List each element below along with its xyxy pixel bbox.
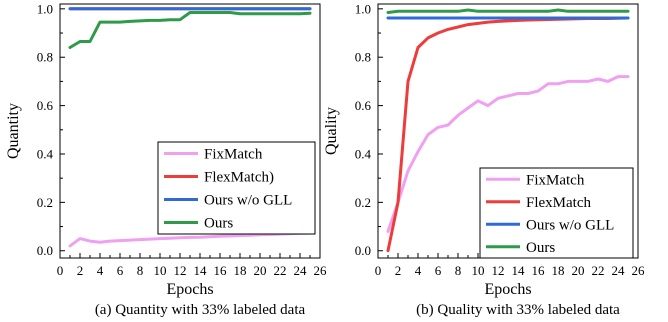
y-tick-label: 0.6 bbox=[37, 98, 54, 113]
x-tick-label: 12 bbox=[174, 263, 187, 278]
x-tick-label: 8 bbox=[455, 263, 462, 278]
series-line-4 bbox=[68, 11, 312, 49]
legend-entry: FlexMatch) bbox=[204, 170, 274, 186]
x-tick-label: 4 bbox=[97, 263, 104, 278]
x-tick-label: 2 bbox=[77, 263, 84, 278]
legend-box bbox=[479, 167, 634, 259]
y-tick-label: 0.0 bbox=[355, 243, 371, 258]
chart-panel-2: 0 2 4 6 8 10 12 14 16 18 20 22 24 260.00.20.40.60.81.… bbox=[323, 1, 645, 318]
x-tick-label: 14 bbox=[194, 263, 208, 278]
y-tick-label: 0.8 bbox=[355, 50, 371, 65]
x-tick-label: 20 bbox=[254, 263, 267, 278]
x-tick-label: 20 bbox=[572, 263, 585, 278]
y-axis-label: Quality bbox=[323, 107, 340, 155]
x-tick-label: 22 bbox=[592, 263, 605, 278]
series-line-1 bbox=[386, 75, 630, 233]
x-tick-label: 12 bbox=[492, 263, 505, 278]
legend-entry: FixMatch bbox=[526, 172, 585, 188]
y-tick-label: 0.2 bbox=[37, 195, 53, 210]
x-tick-label: 26 bbox=[632, 263, 646, 278]
legend-entry: Ours w/o GLL bbox=[526, 217, 614, 233]
x-tick-label: 6 bbox=[117, 263, 124, 278]
legend-entry: Ours bbox=[204, 216, 233, 232]
y-axis-label: Quantity bbox=[5, 103, 22, 159]
legend: FixMatch FlexMatch Ours w/o GLL Ours bbox=[479, 167, 634, 259]
y-tick-label: 0.6 bbox=[355, 98, 372, 113]
y-tick-label: 1.0 bbox=[355, 1, 371, 16]
x-tick-label: 6 bbox=[435, 263, 442, 278]
y-tick-label: 0.4 bbox=[37, 146, 54, 161]
legend-entry: Ours w/o GLL bbox=[204, 193, 292, 209]
x-tick-label: 18 bbox=[234, 263, 247, 278]
legend-entry: FlexMatch bbox=[526, 195, 591, 211]
x-tick-label: 26 bbox=[314, 263, 328, 278]
x-tick-label: 0 bbox=[375, 263, 382, 278]
series-line-1 bbox=[68, 231, 312, 248]
panel-caption: (b) Quality with 33% labeled data bbox=[416, 302, 620, 318]
x-tick-label: 2 bbox=[395, 263, 402, 278]
x-tick-label: 18 bbox=[552, 263, 565, 278]
x-tick-label: 0 bbox=[57, 263, 64, 278]
x-tick-label: 22 bbox=[274, 263, 287, 278]
y-tick-label: 0.4 bbox=[355, 146, 372, 161]
legend-entry: Ours bbox=[526, 240, 555, 256]
x-tick-label: 4 bbox=[415, 263, 422, 278]
x-tick-label: 10 bbox=[154, 263, 167, 278]
x-tick-label: 24 bbox=[612, 263, 626, 278]
x-tick-label: 16 bbox=[214, 263, 228, 278]
x-tick-label: 14 bbox=[512, 263, 526, 278]
x-tick-label: 24 bbox=[294, 263, 308, 278]
legend: FixMatch FlexMatch) Ours w/o GLL Ours bbox=[157, 141, 316, 235]
panel-caption: (a) Quantity with 33% labeled data bbox=[95, 302, 306, 318]
x-tick-label: 8 bbox=[137, 263, 144, 278]
y-tick-label: 0.2 bbox=[355, 195, 371, 210]
x-tick-label: 10 bbox=[472, 263, 485, 278]
y-tick-label: 0.0 bbox=[37, 243, 53, 258]
y-tick-label: 0.8 bbox=[37, 50, 53, 65]
series-line-4 bbox=[386, 8, 630, 14]
legend-box bbox=[157, 141, 316, 235]
x-axis-label: Epochs bbox=[166, 281, 213, 298]
x-axis-label: Epochs bbox=[484, 281, 531, 298]
chart-panel-1: 0 2 4 6 8 10 12 14 16 18 20 22 24 260.00.20.40.60.81.… bbox=[5, 1, 327, 318]
y-tick-label: 1.0 bbox=[37, 1, 53, 16]
legend-entry: FixMatch bbox=[204, 147, 263, 163]
x-tick-label: 16 bbox=[532, 263, 546, 278]
